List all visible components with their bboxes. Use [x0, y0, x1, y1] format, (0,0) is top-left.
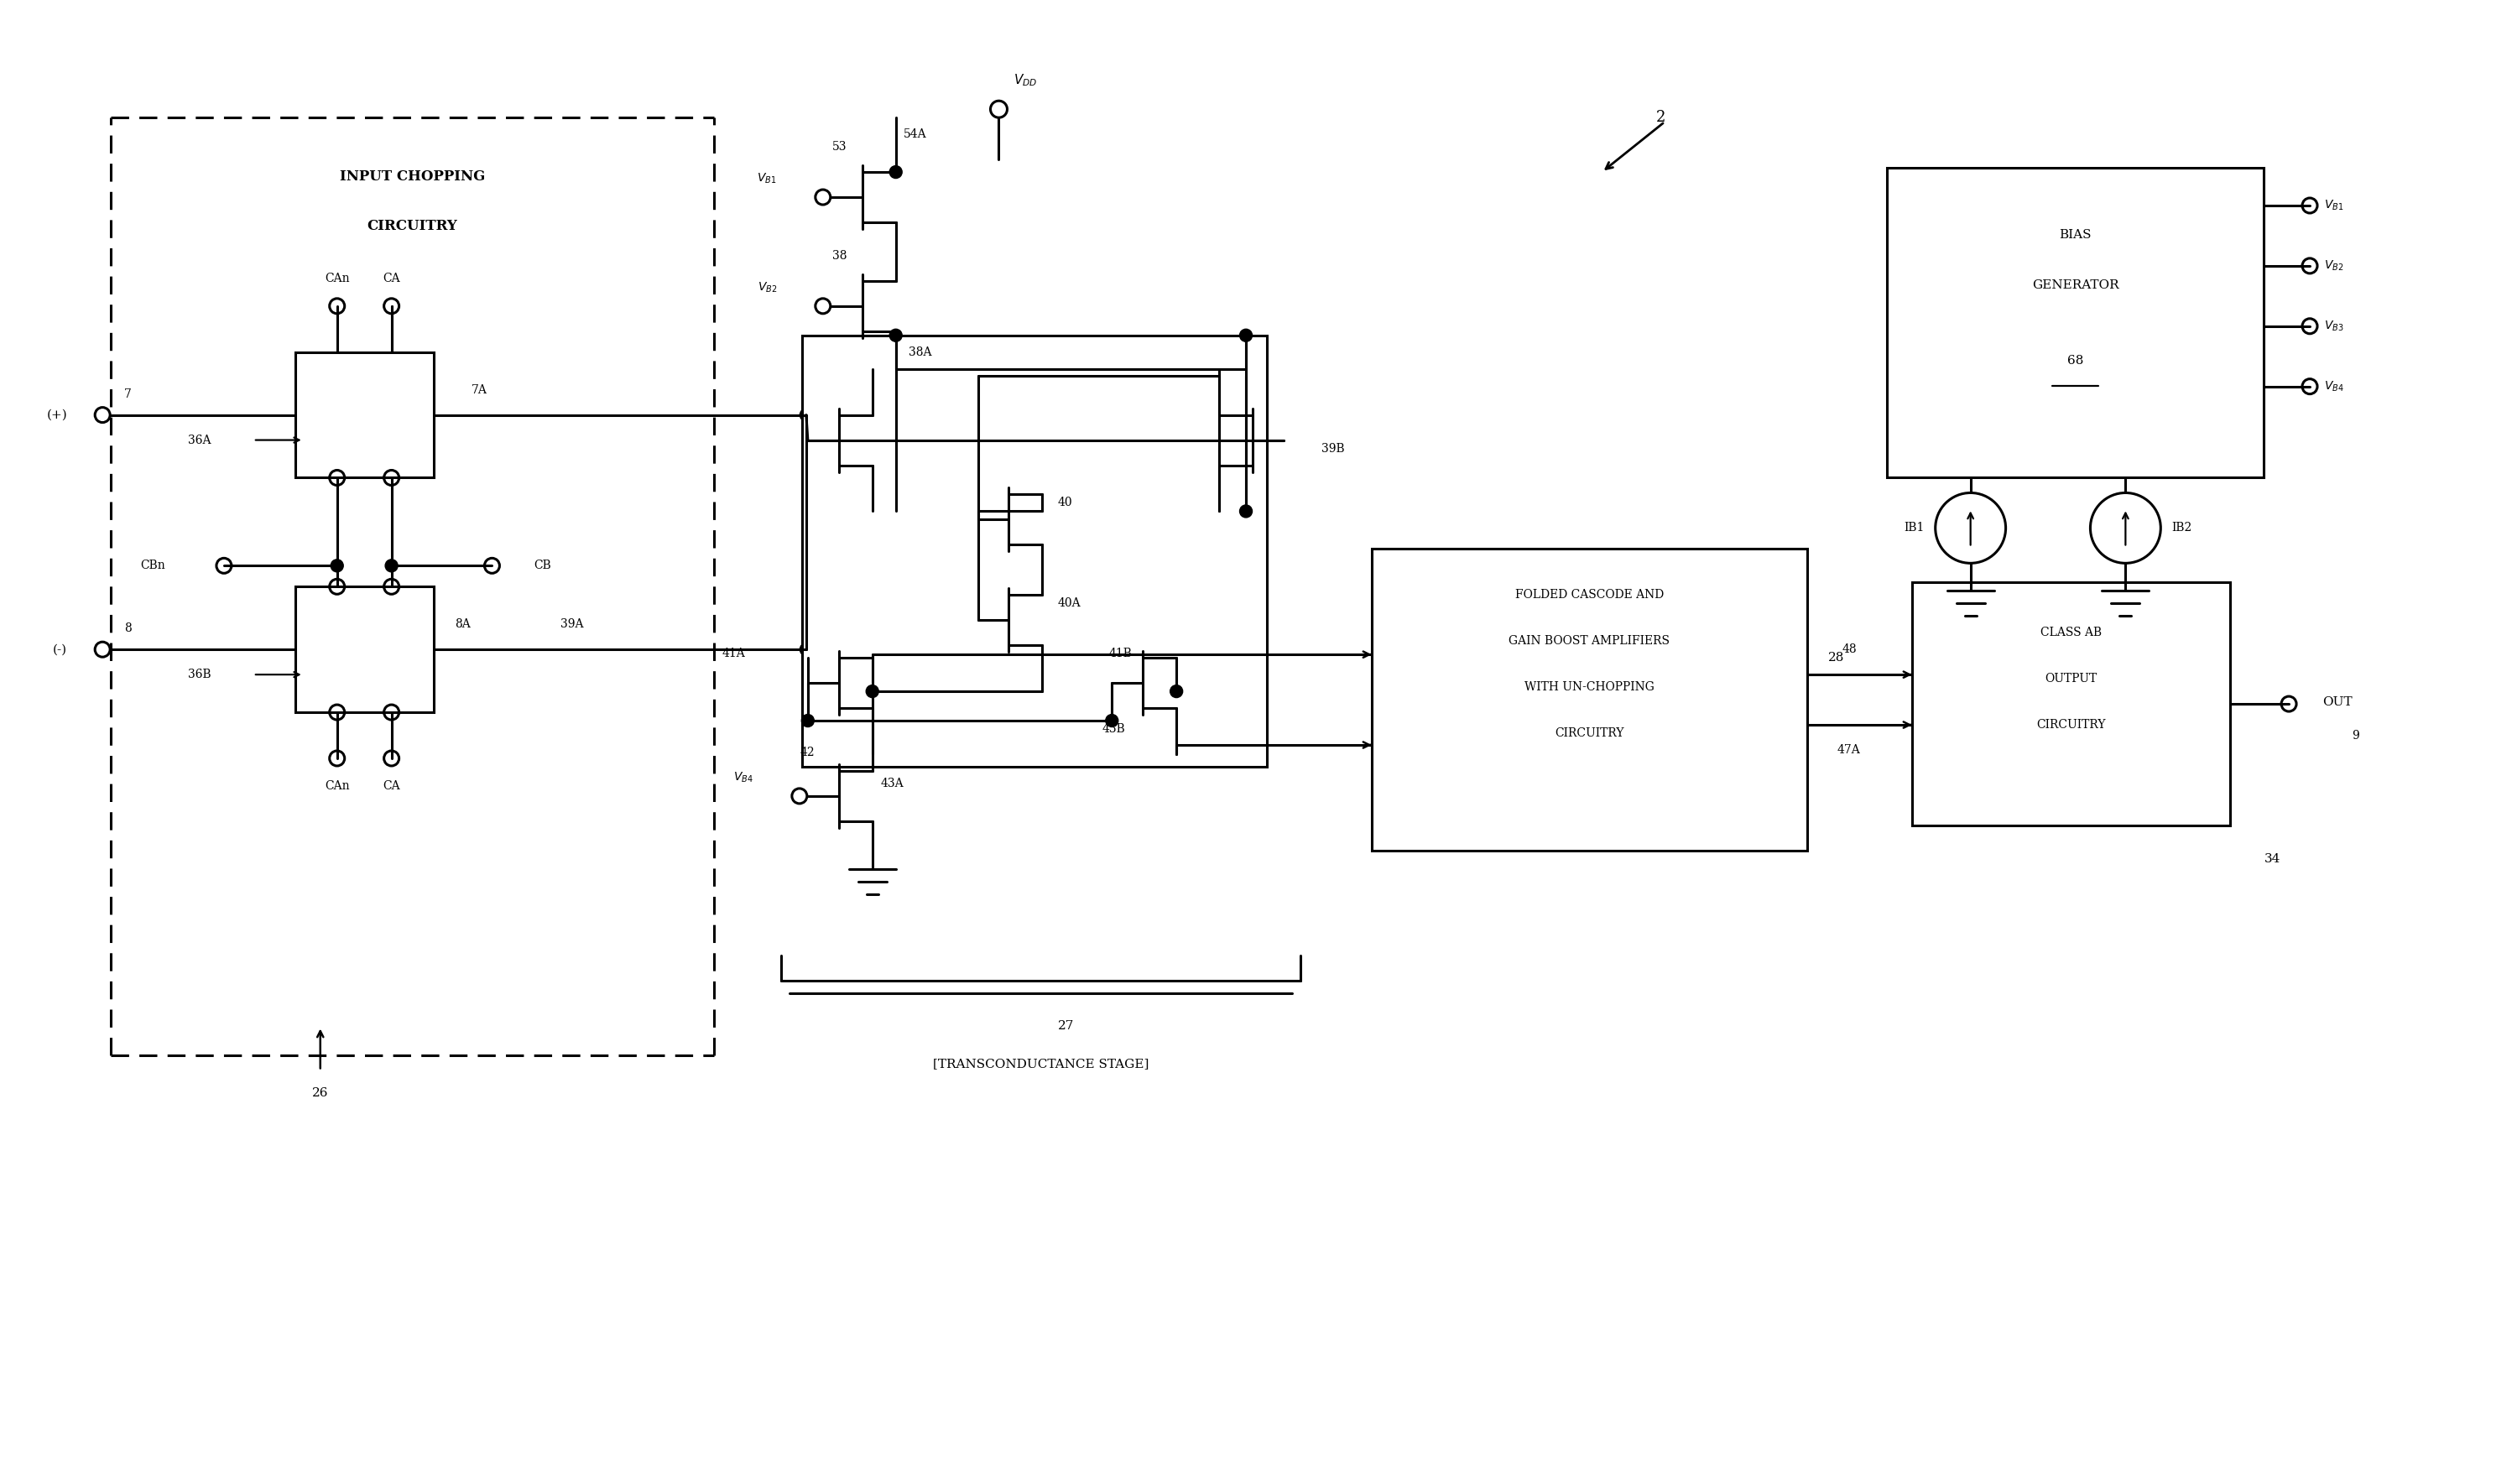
Text: 7: 7: [123, 389, 131, 399]
Text: $V_{B3}$: $V_{B3}$: [2323, 319, 2343, 332]
Text: WITH UN-CHOPPING: WITH UN-CHOPPING: [1525, 681, 1654, 693]
Circle shape: [800, 714, 813, 727]
Text: GAIN BOOST AMPLIFIERS: GAIN BOOST AMPLIFIERS: [1508, 635, 1669, 647]
Circle shape: [330, 559, 342, 571]
Circle shape: [800, 408, 813, 421]
Text: 43A: 43A: [881, 778, 904, 789]
Text: IB1: IB1: [1903, 522, 1926, 534]
Text: 36A: 36A: [189, 435, 211, 445]
Text: 26: 26: [312, 1088, 330, 1100]
Text: 48: 48: [1842, 644, 1858, 656]
Text: 9: 9: [2353, 730, 2358, 742]
Text: CLASS AB: CLASS AB: [2041, 626, 2102, 638]
Text: $V_{DD}$: $V_{DD}$: [1014, 73, 1037, 88]
Text: 41B: 41B: [1107, 647, 1133, 659]
Text: 42: 42: [800, 746, 816, 758]
Text: CAn: CAn: [325, 781, 350, 792]
Text: 68: 68: [2066, 355, 2084, 367]
Text: 40A: 40A: [1057, 598, 1080, 610]
Circle shape: [866, 686, 878, 697]
Circle shape: [1241, 329, 1253, 341]
Text: $V_{B2}$: $V_{B2}$: [758, 280, 778, 294]
Text: 38: 38: [833, 249, 848, 261]
Text: $V_{B2}$: $V_{B2}$: [2323, 260, 2343, 273]
Text: 38A: 38A: [909, 346, 931, 358]
Circle shape: [889, 362, 901, 375]
Text: (+): (+): [45, 410, 68, 421]
Text: BIAS: BIAS: [2059, 229, 2092, 240]
Text: 39B: 39B: [1321, 442, 1344, 454]
Circle shape: [1170, 686, 1183, 697]
Circle shape: [800, 643, 813, 656]
Text: 27: 27: [1057, 1021, 1075, 1033]
Text: CAn: CAn: [325, 273, 350, 285]
Text: 41A: 41A: [722, 647, 745, 659]
Text: 43B: 43B: [1102, 723, 1125, 735]
Circle shape: [889, 329, 901, 341]
Text: CA: CA: [383, 781, 400, 792]
Text: 53: 53: [833, 141, 848, 153]
Text: $V_{B1}$: $V_{B1}$: [758, 172, 778, 186]
Bar: [803, 335, 1266, 767]
Circle shape: [866, 362, 878, 375]
Text: 54A: 54A: [904, 129, 926, 139]
Text: 36B: 36B: [189, 669, 211, 681]
Bar: [1888, 168, 2263, 478]
Text: GENERATOR: GENERATOR: [2031, 279, 2119, 291]
Text: INPUT CHOPPING: INPUT CHOPPING: [340, 169, 486, 184]
Circle shape: [972, 505, 984, 518]
Text: 40: 40: [1057, 497, 1072, 509]
Text: CIRCUITRY: CIRCUITRY: [1556, 727, 1623, 739]
Circle shape: [1037, 505, 1050, 518]
Circle shape: [385, 559, 398, 571]
Text: 2: 2: [1656, 110, 1666, 125]
Text: 39A: 39A: [561, 619, 584, 631]
Bar: [1372, 549, 1807, 850]
Text: CIRCUITRY: CIRCUITRY: [2036, 718, 2107, 730]
Text: 34: 34: [2263, 853, 2280, 865]
Circle shape: [1241, 362, 1253, 375]
Circle shape: [889, 166, 901, 178]
Circle shape: [1241, 505, 1253, 518]
Circle shape: [972, 513, 984, 525]
Text: $V_{B4}$: $V_{B4}$: [2323, 380, 2343, 393]
Text: [TRANSCONDUCTANCE STAGE]: [TRANSCONDUCTANCE STAGE]: [934, 1058, 1148, 1070]
Text: 47A: 47A: [1837, 743, 1860, 755]
Text: CIRCUITRY: CIRCUITRY: [367, 220, 458, 233]
Text: FOLDED CASCODE AND: FOLDED CASCODE AND: [1515, 589, 1664, 601]
Circle shape: [1213, 370, 1226, 381]
Text: 8A: 8A: [456, 619, 471, 631]
Text: CB: CB: [534, 559, 551, 571]
Bar: [294, 352, 433, 478]
Text: (-): (-): [53, 644, 68, 656]
Bar: [1913, 582, 2230, 825]
Text: 7A: 7A: [471, 384, 488, 396]
Text: 8: 8: [123, 623, 131, 634]
Text: CA: CA: [383, 273, 400, 285]
Text: $V_{B1}$: $V_{B1}$: [2323, 199, 2343, 212]
Text: OUT: OUT: [2323, 696, 2353, 708]
Text: 28: 28: [1827, 651, 1845, 663]
Circle shape: [1105, 714, 1118, 727]
Text: OUTPUT: OUTPUT: [2044, 672, 2097, 684]
Circle shape: [1213, 362, 1226, 375]
Text: IB2: IB2: [2172, 522, 2192, 534]
Text: $V_{B4}$: $V_{B4}$: [732, 770, 753, 785]
Text: CBn: CBn: [141, 559, 166, 571]
Bar: [294, 586, 433, 712]
